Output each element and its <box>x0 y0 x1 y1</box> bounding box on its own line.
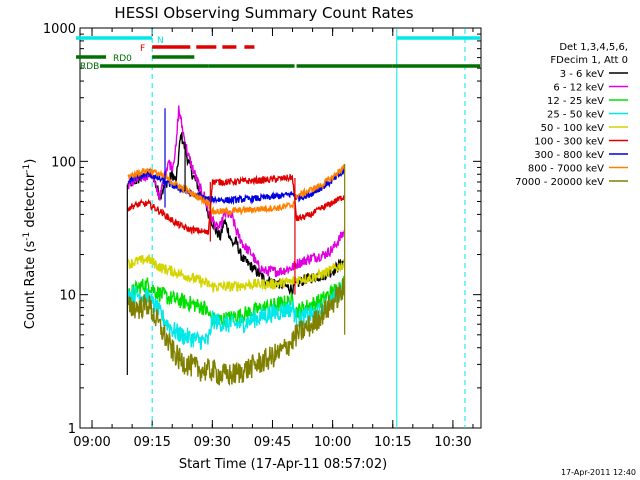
flag-label: N <box>157 36 164 46</box>
flag-label: RD0 <box>113 54 132 64</box>
plot-area: 1 10 100 1000 09:00 09:15 09:30 09:45 10:00 10:15… <box>43 22 482 450</box>
y-axis-label-sup1: -1 <box>22 232 32 241</box>
series-line-800_7000keV <box>127 163 346 217</box>
series-line-50_100keV <box>127 254 346 294</box>
legend: Det 1,3,4,5,6, FDecim 1, Att 0 3 - 6 keV 6 … <box>515 42 628 188</box>
legend-label: 3 - 6 keV <box>560 69 604 80</box>
legend-label: 7000 - 20000 keV <box>515 177 604 188</box>
x-tick-label: 09:45 <box>254 435 291 450</box>
chart-title: HESSI Observing Summary Count Rates <box>114 4 413 22</box>
x-tick-label: 09:00 <box>73 435 110 450</box>
x-tick-label: 10:15 <box>374 435 411 450</box>
legend-label: 25 - 50 keV <box>547 110 604 121</box>
x-tick-label: 09:15 <box>133 435 170 450</box>
legend-label: 300 - 800 keV <box>534 150 604 161</box>
flag-label: F <box>140 44 145 54</box>
plot-frame <box>79 27 482 429</box>
legend-header: Det 1,3,4,5,6, <box>559 42 628 53</box>
y-tick-label: 10 <box>59 289 76 304</box>
legend-header: FDecim 1, Att 0 <box>550 55 628 66</box>
series-line-7000_20000keV <box>127 278 346 387</box>
series-line-12_25keV <box>127 275 346 328</box>
legend-label: 6 - 12 keV <box>553 83 604 94</box>
y-axis-label-sup2: -1 <box>22 164 32 173</box>
x-axis-label: Start Time (17-Apr-11 08:57:02) <box>179 457 387 472</box>
y-axis-label-main: Count Rate (s <box>23 241 38 330</box>
legend-label: 800 - 7000 keV <box>528 164 604 175</box>
series-line-300_800keV <box>127 168 346 206</box>
x-tick-label: 10:30 <box>434 435 471 450</box>
y-tick-label: 100 <box>51 155 76 170</box>
y-axis-label: Count Rate (s-1 detector-1) <box>22 159 38 330</box>
legend-label: 12 - 25 keV <box>547 96 604 107</box>
legend-label: 50 - 100 keV <box>541 123 605 134</box>
series-line-100_300keV <box>127 174 346 236</box>
timestamp-stamp: 17-Apr-2011 12:40 <box>561 468 636 477</box>
series-line-3_6keV <box>127 132 346 298</box>
y-tick-label: 1 <box>68 422 76 437</box>
y-tick-label: 1000 <box>43 22 76 37</box>
x-tick-label: 10:00 <box>314 435 351 450</box>
x-tick-label: 09:30 <box>194 435 231 450</box>
y-axis-label-end: ) <box>23 159 38 164</box>
flag-label: RDB <box>80 62 99 72</box>
legend-label: 100 - 300 keV <box>534 137 604 148</box>
y-axis-label-mid: detector <box>23 172 38 232</box>
